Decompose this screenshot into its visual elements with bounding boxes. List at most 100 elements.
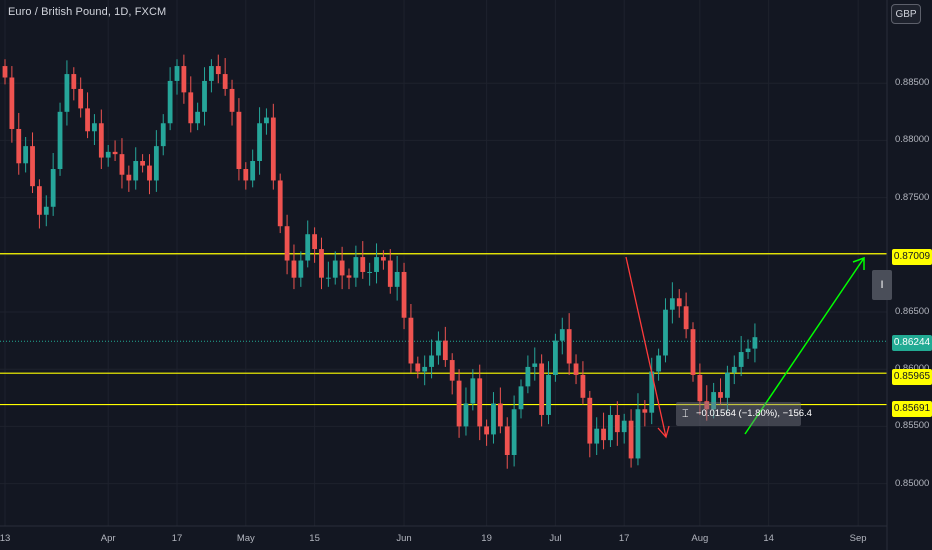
candle-body xyxy=(553,340,558,375)
candle-body xyxy=(325,277,331,279)
candle-body xyxy=(305,234,311,261)
candle-body xyxy=(387,260,393,287)
time-tick-label: Jul xyxy=(549,533,562,544)
candle-body xyxy=(319,249,324,278)
candle-body xyxy=(580,374,586,398)
candle-body xyxy=(167,80,173,124)
candle-body xyxy=(23,146,29,164)
candle-body xyxy=(374,257,379,272)
candle-body xyxy=(663,309,668,356)
candle-body xyxy=(559,329,565,341)
time-tick-label: Sep xyxy=(849,533,867,544)
candle-body xyxy=(470,378,476,404)
trend-arrows xyxy=(625,256,865,439)
price-tick-label: 0.86000 xyxy=(895,363,929,374)
candle-body xyxy=(367,271,373,273)
level-low-price-label: 0.85691 xyxy=(892,401,932,417)
candle-body xyxy=(401,271,407,318)
candle-body xyxy=(250,161,256,181)
candle-body xyxy=(64,74,70,112)
candle-body xyxy=(690,329,696,375)
candle-body xyxy=(745,348,751,353)
level-high-price-label: 0.87009 xyxy=(892,249,932,265)
candle-body xyxy=(456,380,462,427)
symbol-title: Euro / British Pound, 1D, FXCM xyxy=(8,6,167,18)
drawing-tool-button[interactable]: I xyxy=(872,270,892,300)
candle-body xyxy=(119,154,125,175)
candle-body xyxy=(635,409,641,459)
candle-body xyxy=(649,371,655,413)
candle-body xyxy=(429,355,434,367)
candle-body xyxy=(725,372,730,398)
candle-body xyxy=(601,428,606,441)
time-tick-label: 17 xyxy=(618,533,630,544)
time-tick-label: 14 xyxy=(763,533,774,544)
price-range-measure[interactable]: ⌶ −0.01564 (−1.80%), −156.4 xyxy=(676,402,812,426)
candle-body xyxy=(346,275,352,278)
red-arrow-head xyxy=(657,425,670,439)
time-tick-label: May xyxy=(236,533,255,544)
candle-body xyxy=(697,374,703,402)
green-arrow-line xyxy=(744,257,865,435)
candle-body xyxy=(112,151,118,155)
candle-body xyxy=(140,161,145,166)
time-tick-label: 19 xyxy=(481,533,492,544)
candle-body xyxy=(511,409,517,456)
candle-body xyxy=(16,128,22,164)
candle-body xyxy=(497,403,503,427)
text-cursor-icon: I xyxy=(880,279,884,291)
candle-body xyxy=(731,366,737,373)
candle-body xyxy=(236,111,242,170)
candle-body xyxy=(504,426,510,456)
candle-body xyxy=(718,392,723,398)
candle-body xyxy=(573,363,579,375)
candle-body xyxy=(449,360,455,381)
time-tick-label: 17 xyxy=(171,533,183,544)
candle-body xyxy=(174,66,180,81)
candle-body xyxy=(360,257,366,272)
measure-text: −0.01564 (−1.80%), −156.4 xyxy=(696,408,812,419)
text-cursor-icon: ⌶ xyxy=(682,408,689,420)
candle-body xyxy=(711,392,717,410)
level-mid-price-label: 0.85965 xyxy=(892,369,932,385)
candle-body xyxy=(738,352,744,367)
candle-body xyxy=(153,146,159,181)
candle-body xyxy=(704,401,710,410)
candle-body xyxy=(98,123,104,158)
candle-body xyxy=(30,146,35,187)
candle-body xyxy=(78,88,84,109)
time-tick-label: 15 xyxy=(309,533,320,544)
candle-body xyxy=(92,123,97,132)
candle-body xyxy=(683,306,689,330)
candle-body xyxy=(202,80,207,112)
candle-body xyxy=(463,403,469,427)
candle-body xyxy=(284,226,290,261)
candle-body xyxy=(415,363,421,372)
currency-button[interactable]: GBP xyxy=(891,4,921,24)
candle-body xyxy=(752,337,758,349)
price-tick-label: 0.86500 xyxy=(895,306,930,317)
candle-body xyxy=(656,355,661,372)
candle-body xyxy=(37,186,42,215)
candle-body xyxy=(50,169,56,207)
candle-body xyxy=(608,414,613,441)
price-tick-label: 0.88500 xyxy=(895,77,930,89)
current-price-label: 0.86244 xyxy=(892,335,932,351)
candle-body xyxy=(277,180,283,227)
time-tick-label: Apr xyxy=(100,533,116,544)
candle-body xyxy=(408,317,414,364)
candle-body xyxy=(195,111,201,124)
time-tick-label: 13 xyxy=(0,533,11,544)
candle-body xyxy=(621,420,627,433)
candle-body xyxy=(484,426,489,435)
green-arrow-head xyxy=(852,256,865,270)
candle-body xyxy=(436,340,441,356)
red-arrow-line xyxy=(625,256,667,438)
candle-body xyxy=(57,111,63,170)
candle-body xyxy=(312,234,317,250)
price-tick-label: 0.85000 xyxy=(895,477,930,489)
candle-body xyxy=(270,117,276,181)
candle-body xyxy=(85,108,90,132)
price-tick-label: 0.87500 xyxy=(895,191,930,203)
